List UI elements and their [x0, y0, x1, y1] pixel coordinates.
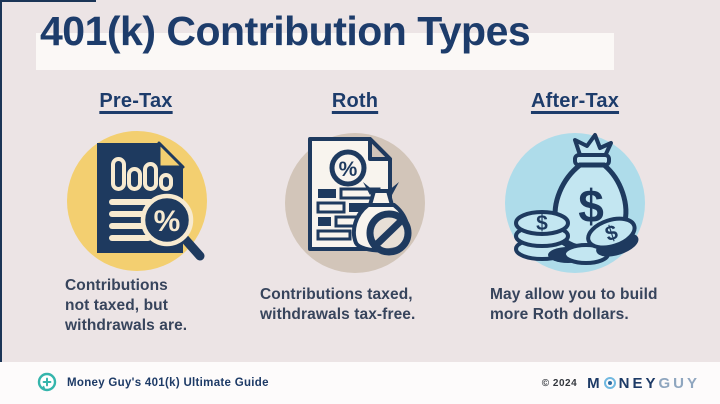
logo-guy: GUY [658, 374, 700, 392]
roth-description: Contributions taxed, withdrawals tax-fre… [260, 285, 450, 325]
aftertax-desc-line: more Roth dollars. [490, 305, 629, 323]
column-roth: Roth % [250, 0, 460, 362]
column-pretax: Pre-Tax % [31, 0, 241, 362]
left-edge-line [0, 0, 2, 362]
column-heading-roth: Roth [331, 90, 379, 112]
money-bag-coin-stacks-icon: $ $ $ [505, 133, 645, 273]
column-aftertax: After-Tax $ $ [468, 0, 682, 362]
logo-o-dot [607, 381, 612, 385]
footer-left: Money Guy's 401(k) Ultimate Guide [36, 372, 269, 394]
aftertax-description: May allow you to build more Roth dollars… [490, 285, 685, 325]
svg-text:%: % [154, 205, 181, 238]
pretax-desc-line: withdrawals are. [65, 316, 188, 334]
aftertax-desc-line: May allow you to build [490, 286, 658, 303]
roth-desc-line: Contributions taxed, [260, 286, 413, 303]
column-heading-aftertax: After-Tax [530, 90, 620, 112]
pretax-desc-line: not taxed, but [65, 296, 169, 314]
roth-icon-wrap: % [282, 127, 428, 273]
guide-label: Money Guy's 401(k) Ultimate Guide [67, 377, 269, 389]
title-highlight [36, 33, 614, 70]
chat-plus-icon [37, 372, 57, 392]
pretax-description: Contributions not taxed, but withdrawals… [65, 276, 205, 335]
aftertax-icon-wrap: $ $ $ [502, 127, 648, 273]
logo-ney: NEY [618, 374, 659, 392]
pretax-desc-line: Contributions [65, 277, 168, 294]
pretax-icon-wrap: % [63, 127, 209, 273]
page-title: 401(k) Contribution Types [40, 8, 531, 54]
moneyguy-logo: M NEY GUY [587, 375, 700, 392]
document-percent-money-bag-prohibited-icon: % [285, 133, 425, 273]
roth-desc-line: withdrawals tax-free. [260, 305, 416, 323]
footer-right: © 2024 M NEY GUY [542, 375, 700, 392]
footer-bar: Money Guy's 401(k) Ultimate Guide © 2024… [0, 362, 720, 404]
document-chart-magnifier-percent-icon: % [67, 131, 207, 271]
logo-m: M [587, 374, 603, 392]
copyright-text: © 2024 [541, 377, 578, 389]
logo-o-icon [603, 377, 616, 389]
svg-text:%: % [339, 158, 358, 181]
top-edge-line [0, 0, 96, 2]
column-heading-pretax: Pre-Tax [99, 90, 173, 112]
svg-text:$: $ [536, 212, 548, 235]
